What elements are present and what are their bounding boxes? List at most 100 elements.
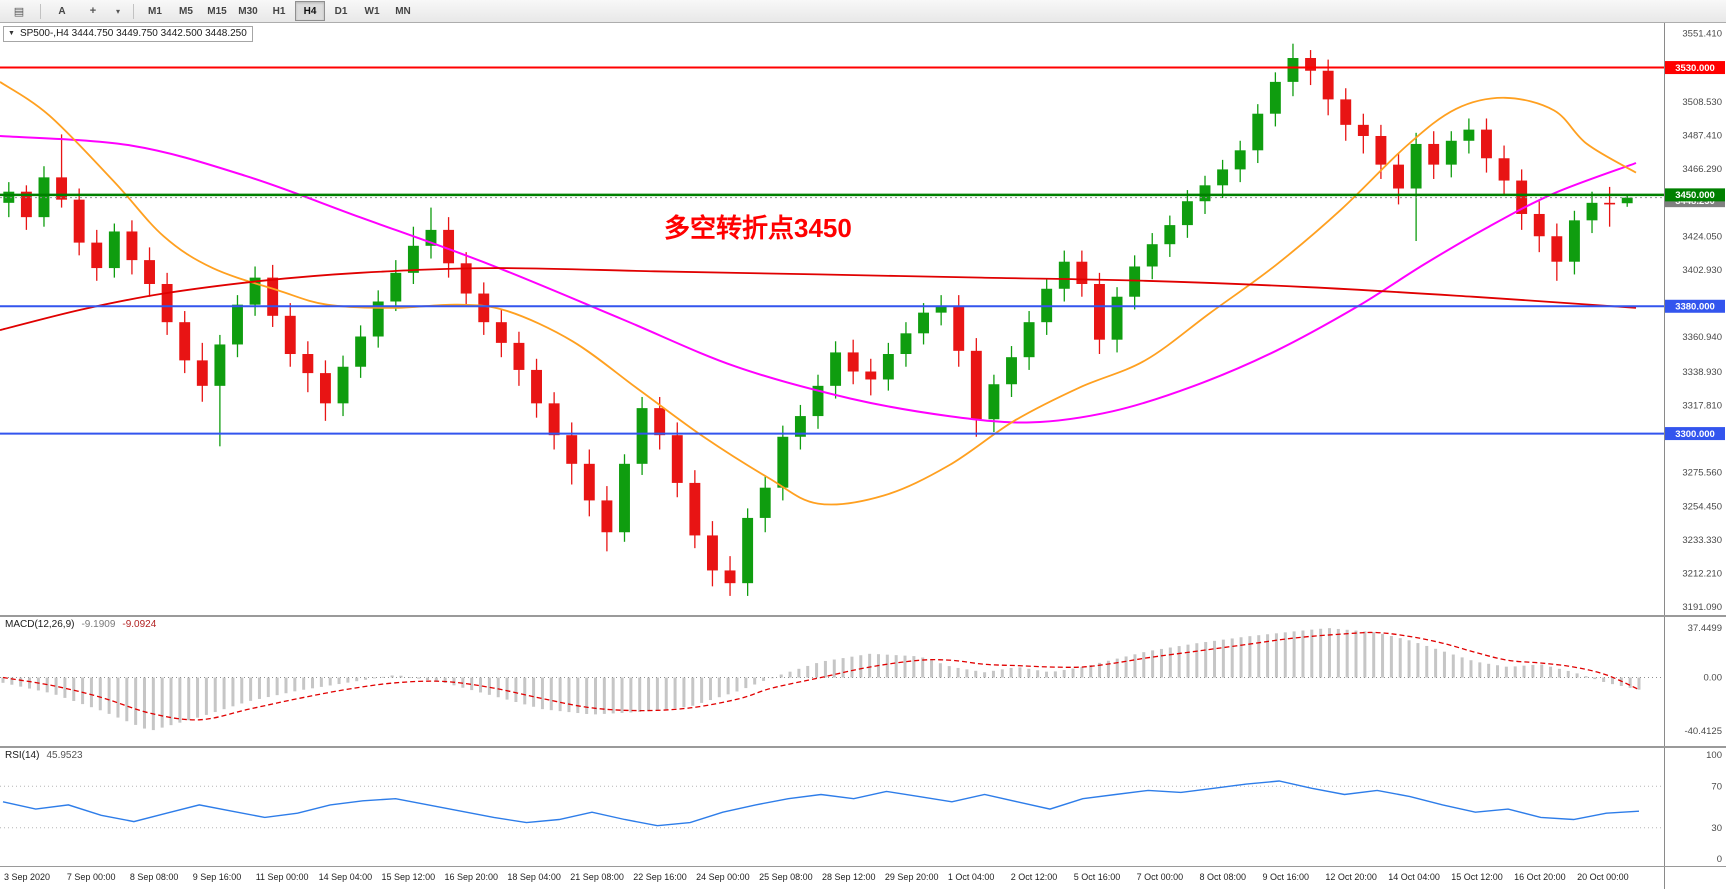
price-axis-labels: 3551.410 3508.530 3487.410 3466.290 3424.050… xyxy=(1664,23,1722,615)
time-axis-label: 11 Sep 00:00 xyxy=(255,872,309,882)
candles-layer xyxy=(3,43,1633,596)
rsi-panel: 100 70 30 0 RSI(14) 45.9523 xyxy=(0,746,1726,866)
svg-text:3530.000: 3530.000 xyxy=(1675,63,1715,74)
time-axis-label: 21 Sep 08:00 xyxy=(570,872,624,882)
ma-red-slow xyxy=(0,267,1637,332)
cursor-text-button[interactable]: A xyxy=(58,5,66,17)
svg-text:3380.000: 3380.000 xyxy=(1675,301,1715,312)
time-axis-label: 7 Oct 00:00 xyxy=(1136,872,1184,882)
timeframe-button-m30[interactable]: M30 xyxy=(238,5,258,17)
macd-canvas[interactable]: 37.4499 0.00 -40.4125 xyxy=(0,617,1726,746)
svg-text:100: 100 xyxy=(1706,750,1722,761)
timeframe-button-m5[interactable]: M5 xyxy=(179,5,193,17)
svg-text:3424.050: 3424.050 xyxy=(1682,231,1722,242)
macd-main-value: -9.1909 xyxy=(81,619,116,630)
macd-name: MACD(12,26,9) xyxy=(5,619,75,630)
moving-averages-layer xyxy=(0,81,1637,506)
crosshair-button[interactable]: + xyxy=(89,5,97,17)
timeframe-button-d1[interactable]: D1 xyxy=(334,5,348,17)
axis-separator xyxy=(1664,867,1665,889)
svg-text:3487.410: 3487.410 xyxy=(1682,131,1722,142)
macd-histogram xyxy=(1,628,1641,731)
rsi-label: RSI(14) 45.9523 xyxy=(5,750,83,761)
macd-axis-labels: 37.4499 0.00 -40.4125 xyxy=(1664,617,1723,746)
rsi-name: RSI(14) xyxy=(5,750,40,761)
collapse-triangle-icon: ▼ xyxy=(8,30,15,37)
main-chart-panel: 3448.250 3530.000 3450.000 3380.000 3300.000… xyxy=(0,23,1726,615)
time-axis-label: 9 Oct 16:00 xyxy=(1262,872,1309,882)
svg-text:3275.560: 3275.560 xyxy=(1682,468,1722,479)
rsi-level-lines xyxy=(0,785,1664,829)
time-axis: 3 Sep 2020 7 Sep 00:00 8 Sep 08:00 9 Sep 16… xyxy=(0,866,1726,889)
time-axis-label: 15 Oct 12:00 xyxy=(1451,872,1503,882)
timeframe-button-h4[interactable]: H4 xyxy=(295,1,325,21)
time-axis-label: 16 Oct 20:00 xyxy=(1514,872,1566,882)
svg-text:3466.290: 3466.290 xyxy=(1682,164,1722,175)
time-axis-label: 9 Sep 16:00 xyxy=(192,872,242,882)
svg-text:0.00: 0.00 xyxy=(1704,673,1723,684)
time-axis-label: 28 Sep 12:00 xyxy=(822,872,876,882)
time-axis-label: 20 Oct 00:00 xyxy=(1577,872,1629,882)
objects-dropdown-caret-icon[interactable]: ▾ xyxy=(115,6,120,16)
timeframe-button-mn[interactable]: MN xyxy=(395,5,411,17)
svg-text:3508.530: 3508.530 xyxy=(1682,97,1722,108)
chart-symbol-box: ▼ SP500-,H4 3444.750 3449.750 3442.500 3… xyxy=(3,26,253,42)
time-axis-label: 3 Sep 2020 xyxy=(4,872,51,882)
timeframe-button-w1[interactable]: W1 xyxy=(364,5,380,17)
svg-text:3338.930: 3338.930 xyxy=(1682,367,1722,378)
current-price-marker: 3448.250 xyxy=(0,194,1725,208)
svg-text:3212.210: 3212.210 xyxy=(1682,568,1722,579)
svg-text:3254.450: 3254.450 xyxy=(1682,501,1722,512)
timeframe-button-m1[interactable]: M1 xyxy=(148,5,162,17)
time-axis-label: 5 Oct 16:00 xyxy=(1073,872,1121,882)
toolbar-separator xyxy=(40,3,41,19)
svg-text:3360.940: 3360.940 xyxy=(1682,332,1722,343)
ma-magenta-slow xyxy=(0,134,1637,424)
rsi-canvas[interactable]: 100 70 30 0 xyxy=(0,748,1726,866)
time-axis-label: 2 Oct 12:00 xyxy=(1010,872,1058,882)
toolbar: ▤ A + ▾ M1 M5 M15 M30 H1 H4 D1 W1 MN xyxy=(0,0,1726,23)
chart-title-ohlc: SP500-,H4 3444.750 3449.750 3442.500 344… xyxy=(19,28,247,39)
time-axis-label: 8 Oct 08:00 xyxy=(1199,872,1247,882)
time-axis-label: 16 Sep 20:00 xyxy=(444,872,499,882)
price-chart-canvas[interactable]: 3448.250 3530.000 3450.000 3380.000 3300.000… xyxy=(0,23,1726,615)
time-axis-label: 22 Sep 16:00 xyxy=(633,872,687,882)
rsi-value: 45.9523 xyxy=(46,750,83,761)
toolbar-separator xyxy=(133,3,134,19)
charts-grid-icon[interactable]: ▤ xyxy=(13,5,25,18)
ma-orange-mid xyxy=(0,81,1637,506)
timeframe-button-h1[interactable]: H1 xyxy=(272,5,286,17)
macd-signal-line xyxy=(2,631,1640,721)
svg-text:37.4499: 37.4499 xyxy=(1688,623,1722,634)
time-axis-label: 18 Sep 04:00 xyxy=(507,872,561,882)
chart-annotation-text: 多空转折点3450 xyxy=(664,213,852,243)
time-axis-label: 25 Sep 08:00 xyxy=(759,872,813,882)
svg-text:-40.4125: -40.4125 xyxy=(1684,726,1722,737)
svg-text:3402.930: 3402.930 xyxy=(1682,265,1722,276)
time-axis-label: 7 Sep 00:00 xyxy=(66,872,116,882)
time-axis-label: 1 Oct 04:00 xyxy=(947,872,995,882)
svg-text:3551.410: 3551.410 xyxy=(1682,29,1722,40)
rsi-axis-labels: 100 70 30 0 xyxy=(1664,748,1722,866)
svg-text:3450.000: 3450.000 xyxy=(1675,190,1715,201)
timeframe-button-m15[interactable]: M15 xyxy=(207,5,227,17)
time-axis-label: 14 Oct 04:00 xyxy=(1388,872,1440,882)
macd-panel: 37.4499 0.00 -40.4125 MACD(12,26,9) -9.190… xyxy=(0,615,1726,746)
time-axis-label: 15 Sep 12:00 xyxy=(381,872,436,882)
time-axis-label: 24 Sep 00:00 xyxy=(696,872,750,882)
svg-text:30: 30 xyxy=(1711,823,1722,834)
svg-text:0: 0 xyxy=(1717,854,1722,865)
time-axis-label: 8 Sep 08:00 xyxy=(129,872,179,882)
svg-text:3300.000: 3300.000 xyxy=(1675,429,1715,440)
macd-label: MACD(12,26,9) -9.1909 -9.0924 xyxy=(5,619,156,630)
svg-text:3317.810: 3317.810 xyxy=(1682,400,1722,411)
macd-signal-value: -9.0924 xyxy=(122,619,157,630)
svg-text:70: 70 xyxy=(1711,781,1722,792)
time-axis-label: 12 Oct 20:00 xyxy=(1325,872,1377,882)
time-axis-label: 29 Sep 20:00 xyxy=(884,872,939,882)
time-axis-label: 14 Sep 04:00 xyxy=(318,872,373,882)
hlines-layer[interactable]: 3530.000 3450.000 3380.000 3300.000 xyxy=(0,61,1725,441)
svg-text:3191.090: 3191.090 xyxy=(1682,602,1722,613)
svg-text:3233.330: 3233.330 xyxy=(1682,535,1722,546)
rsi-line xyxy=(2,780,1640,827)
